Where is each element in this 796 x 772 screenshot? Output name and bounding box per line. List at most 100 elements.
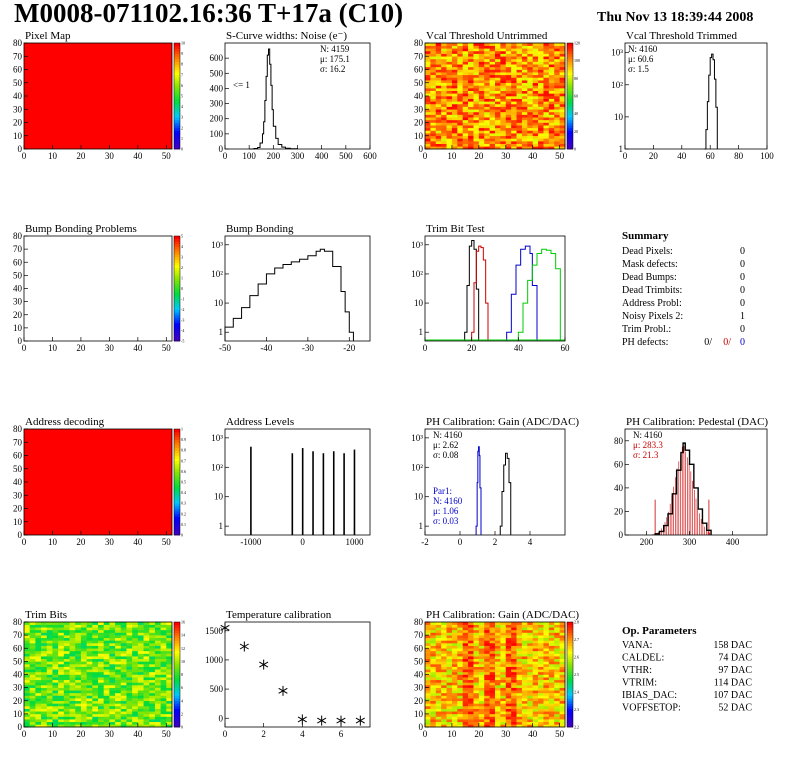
- y-tick-label: 0: [419, 144, 424, 154]
- heatmap-cell: [473, 114, 480, 118]
- heatmap-cell: [516, 58, 523, 62]
- heatmap-cell: [29, 677, 36, 681]
- y-tick-label: 30: [414, 683, 424, 693]
- heatmap-cell: [69, 669, 76, 673]
- heatmap-cell: [75, 708, 82, 712]
- heatmap-cell: [35, 669, 42, 673]
- heatmap-cell: [149, 695, 156, 699]
- heatmap-cell: [46, 666, 53, 670]
- heatmap-cell: [98, 711, 104, 715]
- heatmap-cell: [41, 629, 48, 633]
- heatmap-cell: [109, 713, 116, 717]
- heatmap-cell: [425, 127, 431, 131]
- heatmap-cell: [548, 72, 555, 76]
- heatmap-cell: [103, 671, 110, 675]
- heatmap-cell: [75, 698, 82, 702]
- heatmap-cell: [41, 666, 48, 670]
- heatmap-cell: [41, 648, 48, 652]
- heatmap-cell: [505, 643, 512, 646]
- heatmap-cell: [63, 661, 70, 665]
- heatmap-cell: [149, 692, 156, 696]
- heatmap-cell: [559, 122, 566, 126]
- heatmap-cell: [473, 622, 480, 625]
- palette-swatch: [174, 706, 180, 710]
- heatmap-cell: [160, 640, 167, 644]
- heatmap-cell: [425, 117, 431, 121]
- heatmap-cell: [457, 719, 463, 723]
- heatmap-cell: [559, 656, 566, 660]
- heatmap-cell: [103, 669, 110, 673]
- heatmap-cell: [521, 122, 528, 126]
- y-tick-label: 10²: [211, 269, 223, 279]
- heatmap-cell: [554, 669, 560, 673]
- heatmap-cell: [80, 687, 87, 691]
- heatmap-cell: [500, 109, 507, 113]
- heatmap-cell: [63, 653, 70, 657]
- heatmap-cell: [500, 679, 507, 683]
- heatmap-cell: [137, 671, 144, 675]
- heatmap-cell: [500, 64, 507, 68]
- heatmap-cell: [516, 88, 523, 91]
- heatmap-cell: [457, 711, 463, 715]
- heatmap-cell: [435, 637, 442, 641]
- heatmap-cell: [478, 661, 485, 665]
- heatmap-cell: [468, 96, 474, 99]
- heatmap-cell: [435, 48, 442, 52]
- y-tick-label: 10²: [411, 269, 423, 279]
- heatmap-cell: [527, 93, 533, 97]
- palette-swatch: [174, 114, 180, 118]
- y-tick-label: 40: [614, 483, 624, 493]
- heatmap-cell: [478, 90, 485, 94]
- heatmap-cell: [511, 56, 517, 60]
- heatmap-cell: [425, 679, 431, 683]
- heatmap-cell: [495, 643, 501, 646]
- heatmap-cell: [63, 629, 70, 633]
- heatmap-cell: [80, 640, 87, 644]
- heatmap-cell: [441, 692, 447, 696]
- palette-tick-label: 14: [181, 633, 185, 638]
- histogram-line: [249, 48, 298, 150]
- x-tick-label: 50: [162, 537, 172, 547]
- heatmap-cell: [29, 706, 36, 709]
- palette-swatch: [174, 48, 180, 52]
- heatmap-cell: [468, 700, 474, 704]
- heatmap-cell: [500, 713, 507, 717]
- heatmap-cell: [52, 695, 59, 699]
- heatmap-cell: [559, 53, 566, 57]
- palette-swatch: [567, 88, 573, 92]
- heatmap-cell: [495, 624, 501, 628]
- heatmap-cell: [473, 82, 480, 86]
- heatmap-cell: [521, 632, 528, 636]
- heatmap-cell: [516, 117, 523, 121]
- heatmap-cell: [109, 692, 116, 696]
- heatmap-cell: [24, 721, 30, 725]
- heatmap-cell: [462, 74, 469, 78]
- heatmap-cell: [143, 635, 150, 639]
- heatmap-cell: [132, 640, 139, 644]
- heatmap-cell: [430, 703, 437, 707]
- heatmap-cell: [58, 687, 65, 691]
- heatmap-cell: [160, 711, 167, 715]
- palette-swatch: [567, 664, 573, 668]
- x-tick-label: 10: [447, 729, 457, 739]
- heatmap-cell: [137, 679, 144, 683]
- heatmap-cell: [41, 698, 48, 702]
- heatmap-cell: [532, 692, 539, 696]
- heatmap-cell: [457, 90, 463, 94]
- heatmap-cell: [109, 674, 116, 678]
- heatmap-cell: [478, 74, 485, 78]
- heatmap-cell: [516, 146, 523, 150]
- heatmap-cell: [46, 661, 53, 665]
- palette-swatch: [174, 309, 180, 313]
- x-axis: 0 100 200 300 400 500 600: [223, 145, 377, 161]
- heatmap-cell: [554, 103, 560, 107]
- heatmap-cell: [58, 664, 65, 667]
- heatmap-cell: [505, 713, 512, 717]
- heatmap-cell: [80, 706, 87, 709]
- palette-swatch: [567, 658, 573, 662]
- heatmap-cell: [143, 724, 150, 728]
- heatmap-cell: [516, 77, 523, 81]
- heatmap-cell: [559, 66, 566, 70]
- heatmap-cell: [430, 632, 437, 636]
- heatmap-cell: [511, 679, 517, 683]
